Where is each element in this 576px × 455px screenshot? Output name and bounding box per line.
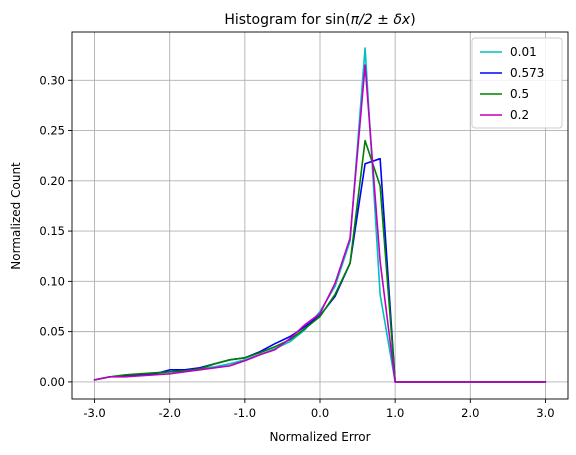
x-tick-label: 3.0 — [536, 406, 554, 420]
x-tick-label: -2.0 — [158, 406, 180, 420]
y-axis-label: Normalized Count — [9, 162, 23, 270]
series-lines — [93, 47, 547, 383]
legend-entries: 0.01 0.573 0.5 0.2 — [480, 45, 544, 122]
legend-label: 0.2 — [510, 108, 529, 122]
x-tick-label: -1.0 — [234, 406, 256, 420]
axis-ticks: -3.0 -2.0 -1.0 0.0 1.0 2.0 3.0 0.00 0.05 0.10 0.15… — [39, 73, 554, 420]
legend-label: 0.5 — [510, 87, 529, 101]
y-tick-label: 0.15 — [39, 224, 65, 238]
x-axis-label: Normalized Error — [269, 430, 370, 444]
chart-title: Histogram for sin(π/2 ± δx) — [224, 12, 415, 28]
legend-label: 0.573 — [510, 66, 544, 80]
y-tick-label: 0.00 — [39, 375, 65, 389]
x-tick-label: 0.0 — [311, 406, 329, 420]
y-tick-label: 0.20 — [39, 174, 65, 188]
legend-box — [471, 37, 563, 129]
y-tick-label: 0.05 — [39, 325, 65, 339]
x-tick-label: -3.0 — [83, 406, 105, 420]
series-line-0-2 — [93, 64, 547, 383]
y-tick-label: 0.30 — [39, 73, 65, 87]
legend-label: 0.01 — [510, 45, 537, 59]
x-tick-label: 1.0 — [386, 406, 404, 420]
x-tick-label: 2.0 — [461, 406, 479, 420]
legend: 0.01 0.573 0.5 0.2 — [471, 37, 563, 129]
y-tick-label: 0.25 — [39, 124, 65, 138]
y-tick-label: 0.10 — [39, 274, 65, 288]
